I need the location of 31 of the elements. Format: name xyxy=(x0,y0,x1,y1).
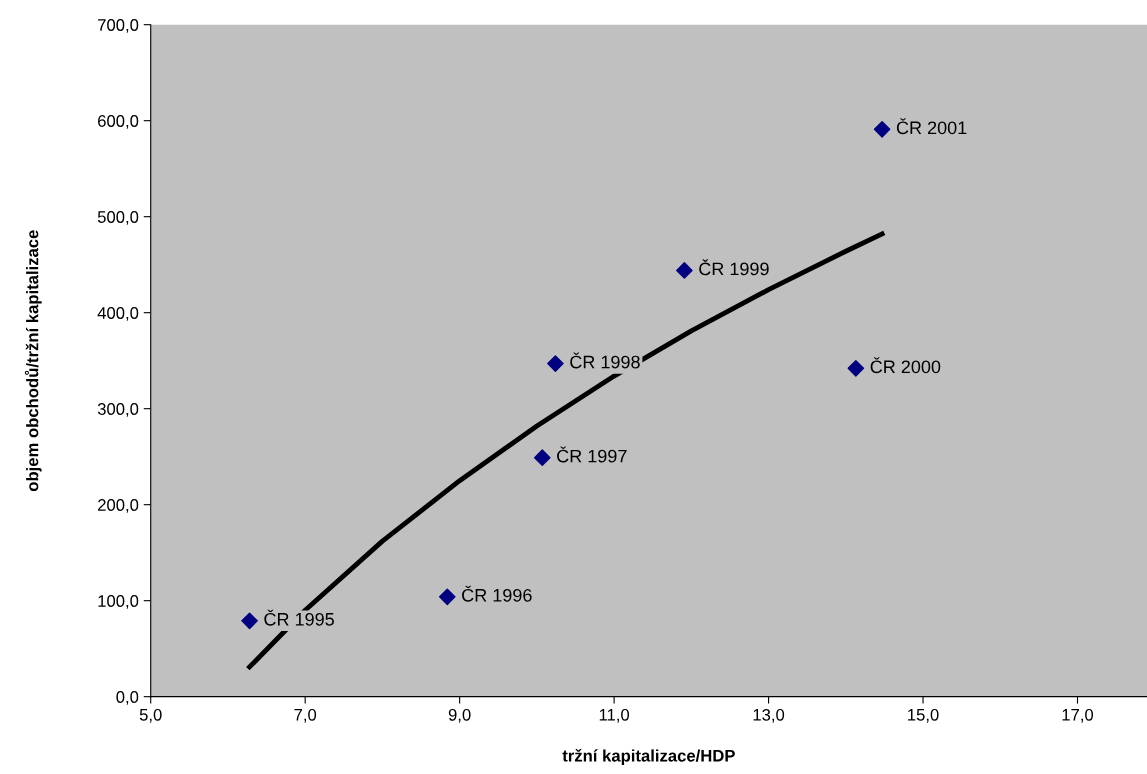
y-tick-label: 500,0 xyxy=(97,211,139,225)
y-tick-label: 300,0 xyxy=(97,403,139,417)
y-tick-label: 600,0 xyxy=(98,115,139,129)
x-axis-title: tržní kapitalizace/HDP xyxy=(562,749,735,765)
x-tick-label: 11,0 xyxy=(599,708,630,723)
y-tick-label: 100,0 xyxy=(98,595,139,609)
annotation: ČR 2001 xyxy=(896,118,967,135)
y-tick-label: 0,0 xyxy=(116,691,139,705)
point xyxy=(547,355,564,372)
annotation: ČR 1997 xyxy=(557,446,627,463)
x-tick-label: 9,0 xyxy=(448,708,471,723)
x-tick-label: 5,0 xyxy=(139,708,162,723)
point xyxy=(873,121,891,138)
annotation: ČR 2000 xyxy=(870,357,941,374)
annotation: ČR 1996 xyxy=(462,585,532,602)
y-tick-label: 200,0 xyxy=(98,499,139,513)
y-tick-label: 400,0 xyxy=(97,307,139,321)
x-tick-label: 17,0 xyxy=(1062,708,1094,723)
annotation: ČR 1998 xyxy=(570,352,640,369)
annotation: ČR 1995 xyxy=(264,609,334,626)
y-tick-label: 700,0 xyxy=(98,19,139,33)
y-axis-title: objem obchodů/tržní kapitalizace xyxy=(24,230,42,492)
point xyxy=(241,612,258,630)
point xyxy=(847,360,865,377)
x-tick-label: 13,0 xyxy=(753,708,785,723)
annotation: ČR 1999 xyxy=(699,259,769,276)
point xyxy=(676,262,693,279)
x-tick-label: 15,0 xyxy=(908,708,939,723)
point xyxy=(533,449,551,466)
x-tick-label: 7,0 xyxy=(294,708,317,723)
point xyxy=(438,588,456,606)
